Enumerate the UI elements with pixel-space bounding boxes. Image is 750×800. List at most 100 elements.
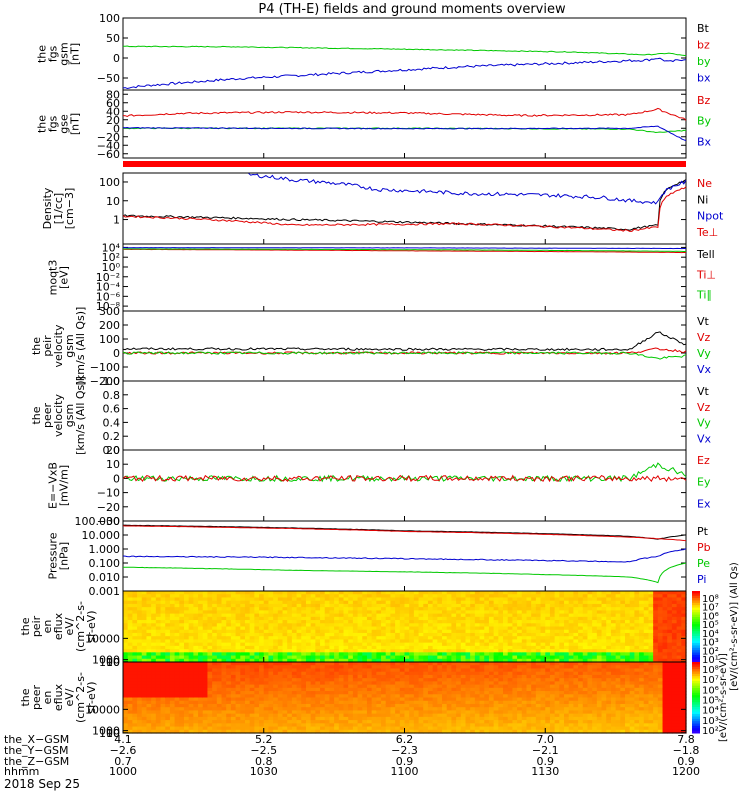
heatmap-cell [465,697,471,702]
heatmap-cell [179,645,185,650]
heatmap-cell [174,600,180,605]
heatmap-cell [437,655,443,660]
heatmap-cell [526,632,532,637]
heatmap-cell [235,645,241,650]
heatmap-cell [503,636,509,641]
heatmap-cell [301,694,307,699]
heatmap-cell [404,645,410,650]
heatmap-cell [381,726,387,731]
heatmap-cell [334,652,340,657]
heatmap-cell [512,610,518,615]
legend-bz: bz [697,39,710,52]
heatmap-cell [371,642,377,647]
heatmap-cell [123,603,129,608]
heatmap-cell [474,713,481,718]
heatmap-cell [484,626,490,631]
heatmap-cell [160,603,166,608]
heatmap-cell [155,681,162,686]
heatmap-cell [657,639,664,644]
heatmap-cell [582,591,589,595]
heatmap-cell [653,623,659,628]
heatmap-cell [442,658,448,663]
heatmap-cell [498,665,504,670]
heatmap-cell [531,697,537,702]
heatmap-cell [639,632,645,637]
heatmap-cell [226,639,232,644]
heatmap-cell [615,591,621,595]
heatmap-cell [385,629,392,634]
heatmap-cell [381,713,387,718]
heatmap-cell [521,691,528,695]
heatmap-cell [244,645,251,650]
heatmap-cell [287,720,293,724]
heatmap-cell [507,600,514,605]
heatmap-cell [601,655,607,660]
heatmap-cell [240,655,246,660]
heatmap-cell [287,623,293,628]
heatmap-cell [606,642,612,647]
heatmap-cell [348,620,354,624]
heatmap-cell [479,632,485,637]
panel-frame [122,172,687,245]
heatmap-cell [155,597,162,602]
heatmap-cell [324,591,331,595]
heatmap-cell [235,616,241,621]
heatmap-cell [169,607,176,611]
heatmap-cell [456,610,462,615]
heatmap-cell [268,642,274,647]
heatmap-cell [277,613,284,618]
heatmap-cell [451,620,457,624]
heatmap-cell [409,678,415,682]
heatmap-cell [681,632,687,637]
heatmap-cell [587,629,593,634]
heatmap-cell [198,703,204,708]
heatmap-cell [456,713,462,718]
heatmap-cell [127,665,133,670]
heatmap-cell [305,594,312,599]
heatmap-cell [399,662,406,666]
heatmap-cell [639,610,645,615]
heatmap-cell [240,674,246,679]
heatmap-cell [620,629,626,634]
heatmap-cell [155,726,162,731]
heatmap-cell [371,678,377,682]
heatmap-cell [376,700,382,705]
heatmap-cell [137,616,143,621]
heatmap-cell [160,642,166,647]
heatmap-cell [615,600,621,605]
heatmap-cell [620,639,626,644]
heatmap-cell [671,613,678,618]
heatmap-cell [282,713,288,718]
heatmap-cell [174,684,180,689]
heatmap-cell [198,603,204,608]
heatmap-cell [268,655,274,660]
heatmap-cell [174,649,180,653]
heatmap-cell [503,610,509,615]
heatmap-cell [216,691,223,695]
heatmap-cell [629,649,635,653]
heatmap-cell [409,597,415,602]
heatmap-cell [151,649,157,653]
heatmap-cell [357,658,363,663]
heatmap-cell [549,678,556,682]
heatmap-cell [305,620,312,624]
colorbar-step [692,593,700,597]
heatmap-cell [488,658,495,663]
heatmap-cell [202,620,209,624]
heatmap-cell [366,716,373,721]
heatmap-cell [456,642,462,647]
colorbar-step [692,638,700,642]
heatmap-cell [127,716,133,721]
heatmap-cell [226,597,232,602]
heatmap-cell [610,603,617,608]
heatmap-cell [277,594,284,599]
heatmap-cell [137,694,143,699]
heatmap-cell [277,620,284,624]
legend-Vt: Vt [697,315,710,328]
heatmap-cell [479,668,485,673]
heatmap-cell [479,658,485,663]
heatmap-cell [366,703,373,708]
heatmap-cell [338,591,345,595]
heatmap-cell [174,678,180,682]
